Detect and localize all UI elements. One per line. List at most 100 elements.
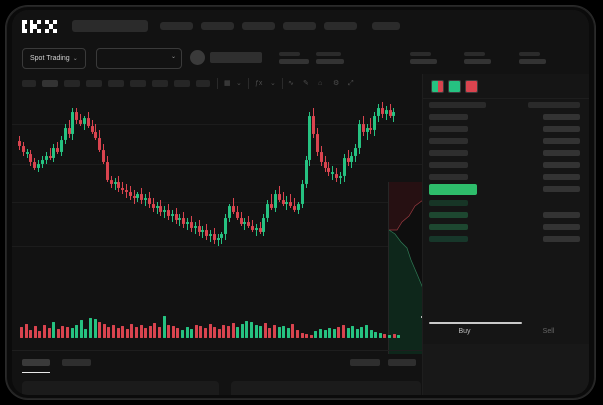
timeframe-4h[interactable]	[130, 80, 146, 87]
pencil-draw-icon[interactable]: ✎	[303, 80, 309, 87]
tab-sell[interactable]: Sell	[542, 328, 555, 335]
orderbook-ask-price[interactable]	[429, 174, 468, 180]
candle-body	[338, 176, 342, 178]
volume-bar	[374, 332, 378, 338]
candle-body	[189, 222, 193, 228]
candle-body	[258, 228, 262, 232]
orderbook-ask-price[interactable]	[429, 114, 468, 120]
tab-order-history[interactable]	[62, 359, 91, 366]
candle-body	[323, 162, 327, 168]
orderbook-ask-price[interactable]	[429, 138, 468, 144]
orderbook-bid-price[interactable]	[429, 236, 468, 242]
volume-bar	[158, 327, 161, 338]
timeframe-5m[interactable]	[42, 80, 58, 87]
order-amount-field[interactable]	[423, 368, 589, 393]
fullscreen-icon[interactable]: ⤢	[348, 80, 354, 87]
candle-body	[60, 140, 64, 152]
bottom-action-2[interactable]	[388, 359, 416, 366]
pair-select[interactable]: ⌄	[96, 48, 182, 69]
timeframe-30m[interactable]	[86, 80, 102, 87]
volume-bar	[277, 327, 281, 338]
volume-bar	[185, 327, 189, 338]
candle-body	[293, 206, 297, 210]
volume-bar	[33, 326, 37, 338]
volume-bar	[112, 325, 115, 338]
candle-body	[166, 210, 170, 216]
candle-body	[216, 238, 220, 240]
nav-item-2[interactable]	[201, 22, 234, 30]
candle	[323, 94, 327, 294]
order-total-field[interactable]	[423, 392, 589, 395]
orderbook-ask-price[interactable]	[429, 126, 468, 132]
candle	[79, 94, 83, 294]
candle	[102, 94, 106, 294]
nav-item-1[interactable]	[160, 22, 193, 30]
chart-type-dropdown-icon[interactable]: ⌄	[236, 80, 242, 87]
candle	[262, 94, 266, 294]
market-type-button[interactable]: Spot Trading ⌄	[22, 48, 86, 69]
candle-body	[220, 234, 224, 238]
candle	[243, 94, 247, 294]
chevron-down-icon: ⌄	[170, 54, 176, 60]
candle	[117, 94, 121, 294]
candle	[266, 94, 270, 294]
timeframe-1h[interactable]	[108, 80, 124, 87]
candle-body	[90, 126, 94, 132]
timeframe-1m[interactable]	[22, 80, 36, 87]
candle-body	[224, 218, 228, 234]
order-price-field[interactable]	[423, 344, 589, 369]
orderbook-layout-both-icon[interactable]	[431, 80, 444, 93]
candle-wick	[156, 202, 158, 214]
candle-body	[285, 202, 289, 204]
chart-settings-icon[interactable]: ⚙	[333, 80, 340, 87]
volume-bar	[291, 324, 295, 338]
order-card-right[interactable]	[231, 381, 421, 395]
candle-wick	[221, 232, 223, 244]
orderbook-bid-price[interactable]	[429, 200, 468, 206]
orderbook-ask-price[interactable]	[429, 162, 468, 168]
volume-bar	[204, 328, 207, 338]
orderbook-ask-price[interactable]	[429, 150, 468, 156]
nav-item-3[interactable]	[242, 22, 275, 30]
screenshot-camera-icon[interactable]: ⌂	[318, 80, 323, 87]
candle-body	[350, 156, 354, 162]
nav-item-6[interactable]	[372, 22, 400, 30]
indicators-icon[interactable]: ƒx	[255, 80, 263, 87]
timeframe-1d[interactable]	[152, 80, 168, 87]
tab-open-orders[interactable]	[22, 359, 50, 366]
timeframe-15m[interactable]	[64, 80, 80, 87]
nav-item-4[interactable]	[283, 22, 316, 30]
order-card-left[interactable]	[22, 381, 219, 395]
nav-item-5[interactable]	[324, 22, 357, 30]
volume-bar	[259, 326, 263, 338]
volume-bar	[236, 327, 240, 338]
stat-24h-high	[410, 52, 437, 64]
bottom-action-1[interactable]	[350, 359, 380, 366]
candle	[21, 94, 25, 294]
candle-body	[319, 152, 323, 162]
candle	[163, 94, 167, 294]
price-candlestick-chart[interactable]	[12, 94, 438, 354]
wave-line-icon[interactable]: ∿	[288, 80, 294, 87]
orderbook-bid-price[interactable]	[429, 212, 468, 218]
orderbook-layout-asks-icon[interactable]	[465, 80, 478, 93]
candle-wick	[171, 210, 173, 222]
volume-bar	[319, 329, 322, 338]
candle-wick	[194, 222, 196, 234]
volume-bar	[116, 328, 120, 338]
orderbook-bid-price[interactable]	[429, 224, 468, 230]
candle-wick	[244, 218, 246, 230]
candle	[56, 94, 60, 294]
orderbook-layout-bids-icon[interactable]	[448, 80, 461, 93]
candle-body	[48, 156, 52, 158]
timeframe-1mo[interactable]	[196, 80, 210, 87]
timeframe-1w[interactable]	[174, 80, 190, 87]
candle-body	[155, 206, 159, 208]
volume-bar	[332, 329, 336, 338]
tab-buy[interactable]: Buy	[458, 328, 471, 335]
okx-logo-icon[interactable]	[22, 20, 62, 33]
indicators-dropdown-icon[interactable]: ⌄	[270, 80, 276, 87]
candle-body	[357, 124, 361, 148]
nav-search[interactable]	[72, 20, 148, 32]
chart-type-candles-icon[interactable]: ▦	[224, 80, 231, 87]
